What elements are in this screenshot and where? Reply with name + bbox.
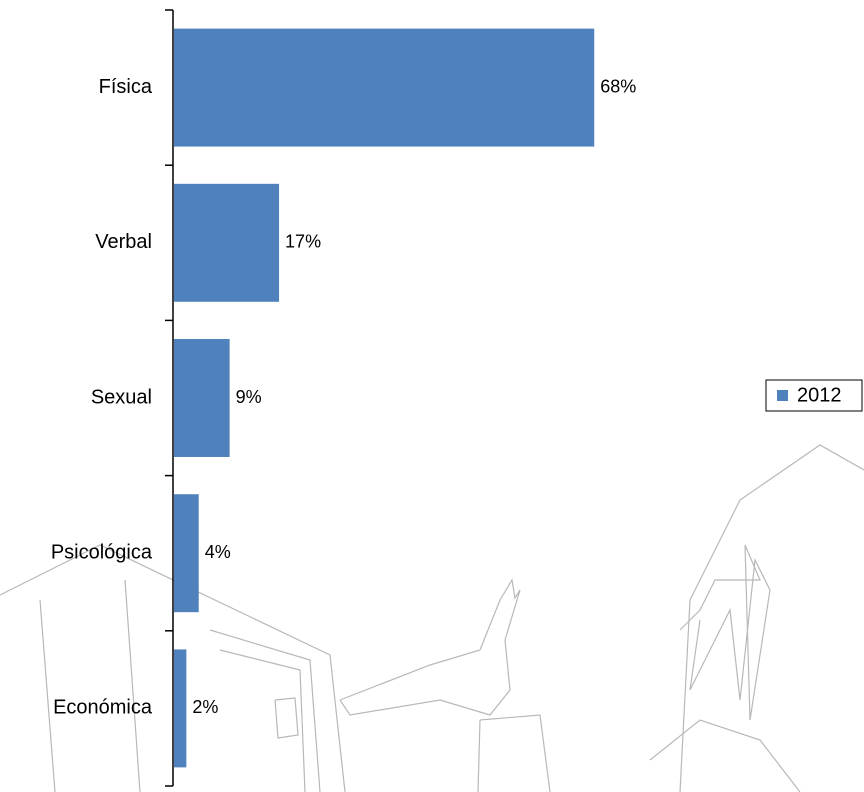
legend-box [765,379,863,412]
legend: 2012 [765,379,863,412]
legend-label: 2012 [797,384,842,406]
background-sketch [0,444,864,792]
data-label: 9% [236,387,262,407]
data-label: 4% [205,542,231,562]
y-tick-label: Psicológica [51,541,153,563]
bar [174,339,230,457]
data-label: 17% [285,232,321,252]
data-label: 68% [600,76,636,96]
bar [174,649,187,768]
bar [174,183,280,302]
bar [174,28,595,147]
y-tick-label: Sexual [91,386,152,408]
legend-swatch [777,390,788,401]
y-tick-label: Física [99,76,153,98]
bar [174,494,199,613]
y-tick-label: Verbal [95,231,152,253]
y-tick-label: Económica [53,697,153,719]
data-label: 2% [192,697,218,717]
